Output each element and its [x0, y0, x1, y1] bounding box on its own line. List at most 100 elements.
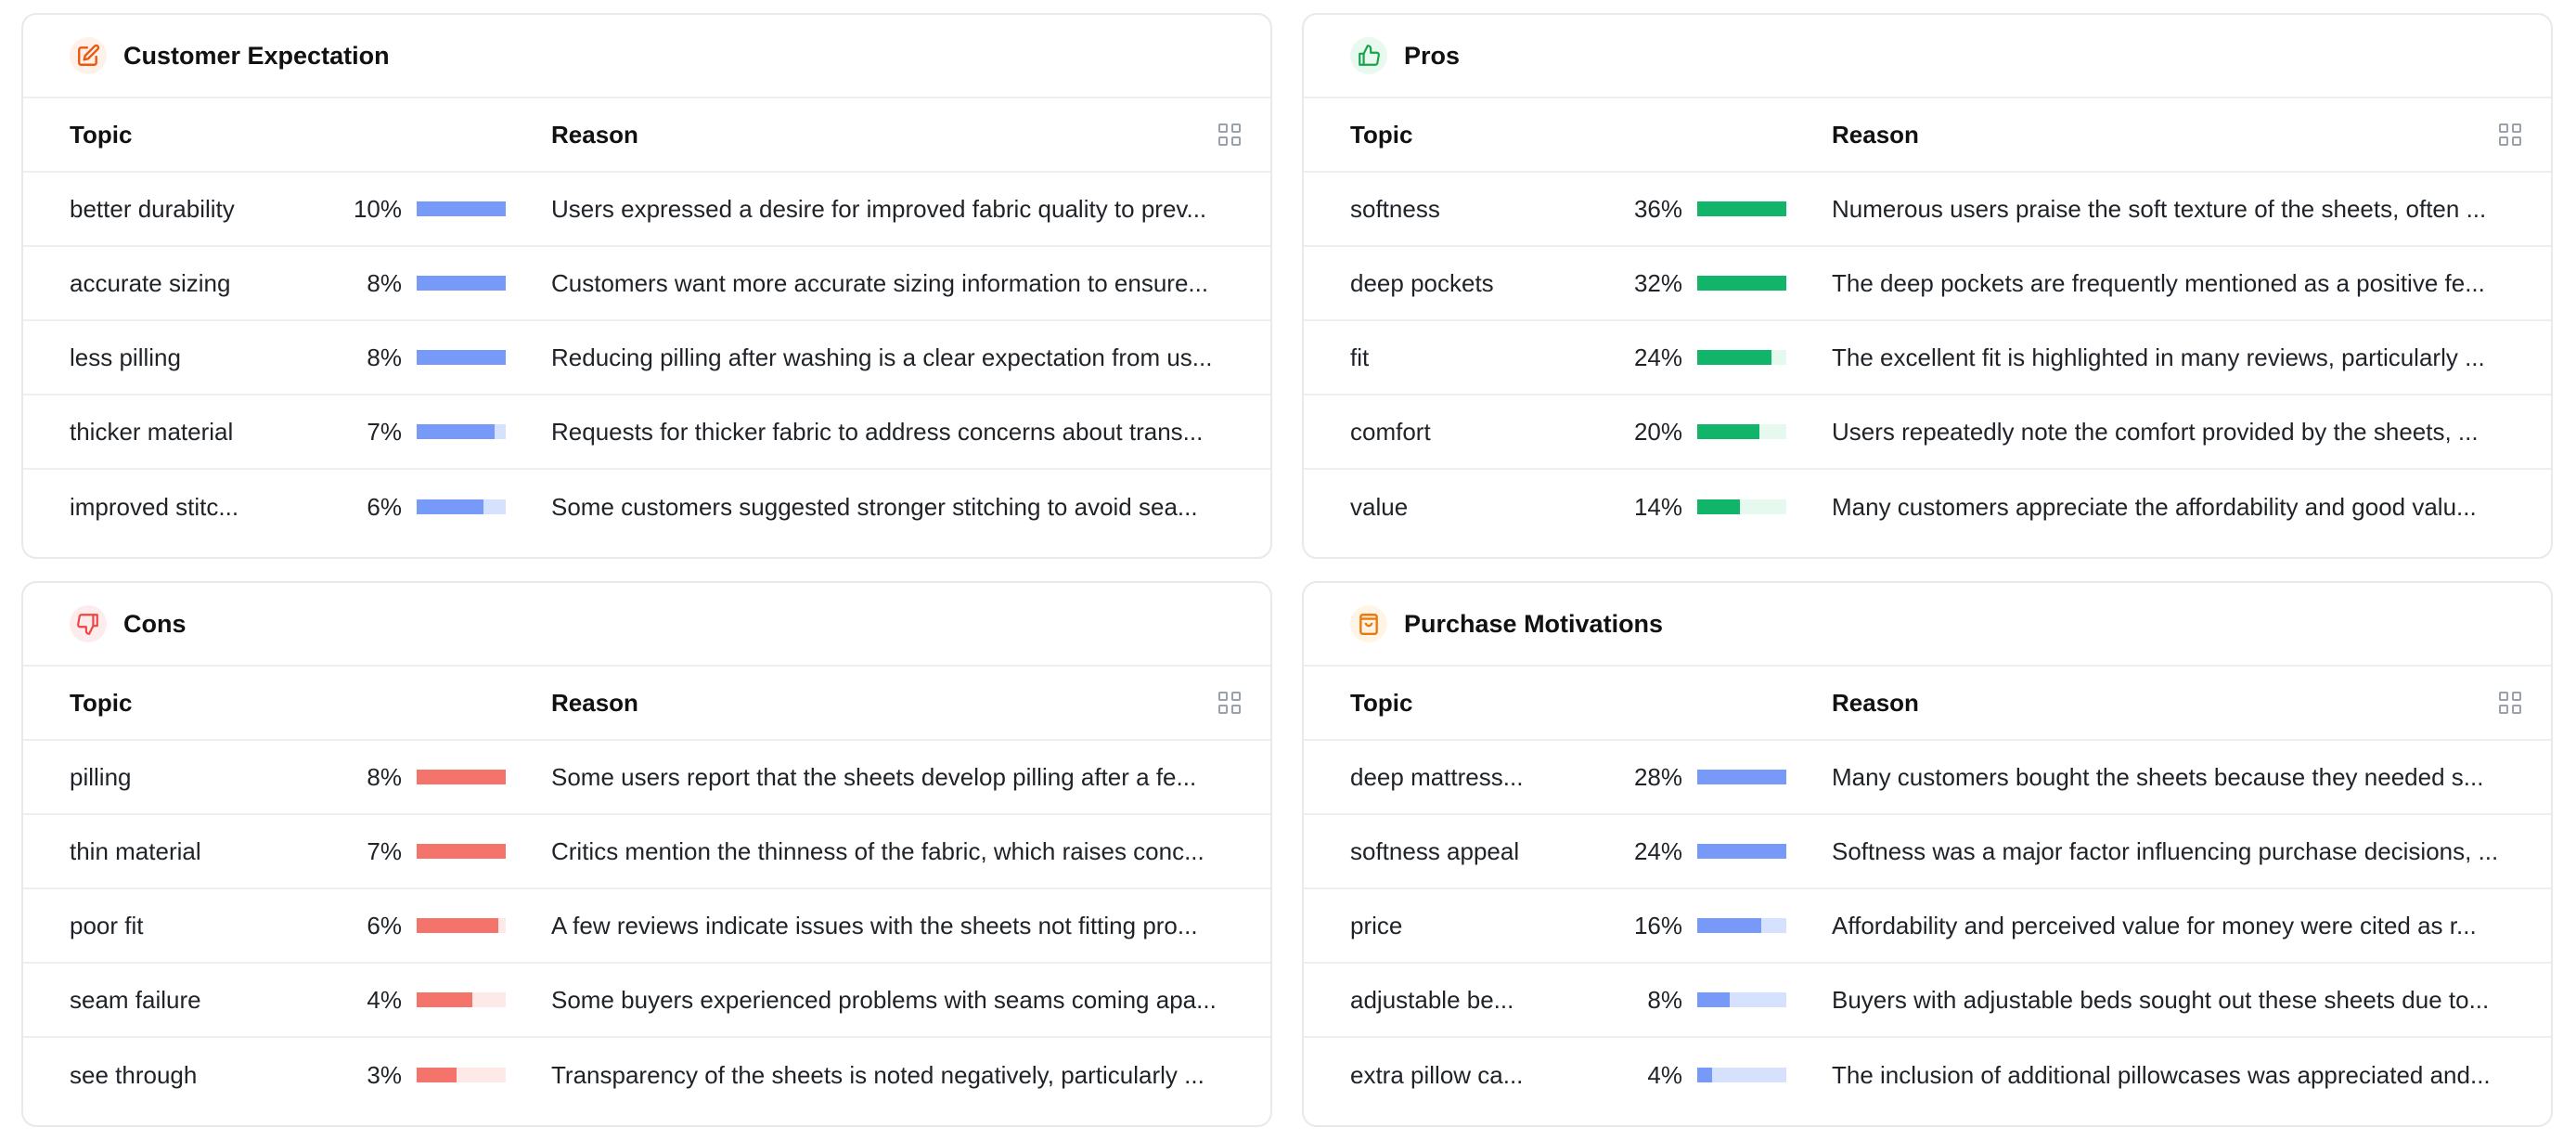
reason-cell: Requests for thicker fabric to address c… — [551, 417, 1204, 446]
table-row[interactable]: fit 24% The excellent fit is highlighted… — [1304, 321, 2551, 395]
column-header-reason[interactable]: Reason — [1832, 688, 1919, 717]
table-row[interactable]: seam failure 4% Some buyers experienced … — [23, 964, 1270, 1038]
panel-cons: Cons Topic Reason pilling 8% Some users … — [21, 581, 1272, 1127]
column-header-reason[interactable]: Reason — [551, 120, 638, 149]
table-row[interactable]: comfort 20% Users repeatedly note the co… — [1304, 395, 2551, 470]
percentage-bar-fill — [1697, 1068, 1713, 1082]
column-header-topic[interactable]: Topic — [1350, 688, 1413, 717]
reason-cell: Affordability and perceived value for mo… — [1832, 911, 2477, 939]
reason-cell: Some customers suggested stronger stitch… — [551, 492, 1198, 521]
percentage-bar — [417, 499, 506, 514]
table-row[interactable]: deep mattress... 28% Many customers boug… — [1304, 741, 2551, 815]
percentage: 4% — [1647, 1060, 1682, 1089]
percentage-bar-fill — [1697, 770, 1786, 784]
percentage-bar — [417, 1068, 506, 1082]
percentage: 8% — [367, 762, 402, 791]
percentage-bar — [1697, 1068, 1786, 1082]
percentage-bar — [1697, 499, 1786, 514]
table-row[interactable]: improved stitc... 6% Some customers sugg… — [23, 470, 1270, 544]
grid-view-icon[interactable] — [2499, 123, 2521, 146]
percentage: 7% — [367, 836, 402, 865]
topic-cell: see through — [70, 1060, 198, 1089]
table-row[interactable]: value 14% Many customers appreciate the … — [1304, 470, 2551, 544]
table-row[interactable]: accurate sizing 8% Customers want more a… — [23, 247, 1270, 321]
percentage-bar-fill — [417, 844, 506, 859]
percentage: 36% — [1633, 194, 1682, 223]
topic-cell: extra pillow ca... — [1350, 1060, 1524, 1089]
table-row[interactable]: see through 3% Transparency of the sheet… — [23, 1038, 1270, 1112]
reason-cell: Users expressed a desire for improved fa… — [551, 194, 1207, 223]
percentage-bar-fill — [1697, 276, 1786, 291]
percentage: 6% — [367, 492, 402, 521]
reason-cell: Many customers bought the sheets because… — [1832, 762, 2484, 791]
table-row[interactable]: thin material 7% Critics mention the thi… — [23, 815, 1270, 889]
percentage-bar — [417, 424, 506, 439]
topic-cell: price — [1350, 911, 1403, 939]
topic-cell: less pilling — [70, 343, 181, 371]
table-row[interactable]: pilling 8% Some users report that the sh… — [23, 741, 1270, 815]
topic-cell: comfort — [1350, 417, 1431, 446]
topic-cell: softness appeal — [1350, 836, 1520, 865]
percentage: 3% — [367, 1060, 402, 1089]
shopping-bag-icon — [1350, 605, 1387, 642]
reason-cell: Transparency of the sheets is noted nega… — [551, 1060, 1204, 1089]
column-header-row: Topic Reason — [23, 667, 1270, 741]
topic-cell: seam failure — [70, 985, 201, 1014]
column-header-topic[interactable]: Topic — [70, 120, 133, 149]
reason-cell: A few reviews indicate issues with the s… — [551, 911, 1198, 939]
percentage-bar — [417, 201, 506, 216]
reason-cell: The excellent fit is highlighted in many… — [1832, 343, 2485, 371]
table-row[interactable]: softness appeal 24% Softness was a major… — [1304, 815, 2551, 889]
percentage-bar — [417, 844, 506, 859]
percentage-bar-fill — [417, 770, 506, 784]
percentage-bar — [1697, 844, 1786, 859]
table-row[interactable]: thicker material 7% Requests for thicker… — [23, 395, 1270, 470]
percentage: 14% — [1633, 492, 1682, 521]
percentage-bar — [417, 276, 506, 291]
column-header-row: Topic Reason — [23, 98, 1270, 173]
table-row[interactable]: price 16% Affordability and perceived va… — [1304, 889, 2551, 964]
percentage-bar-fill — [417, 201, 506, 216]
grid-view-icon[interactable] — [1218, 123, 1241, 146]
table-row[interactable]: poor fit 6% A few reviews indicate issue… — [23, 889, 1270, 964]
column-header-reason[interactable]: Reason — [1832, 120, 1919, 149]
column-header-reason[interactable]: Reason — [551, 688, 638, 717]
reason-cell: Some users report that the sheets develo… — [551, 762, 1197, 791]
column-header-topic[interactable]: Topic — [1350, 120, 1413, 149]
topic-cell: softness — [1350, 194, 1440, 223]
percentage-bar-fill — [417, 992, 472, 1007]
topic-cell: value — [1350, 492, 1409, 521]
table-row[interactable]: deep pockets 32% The deep pockets are fr… — [1304, 247, 2551, 321]
table-row[interactable]: less pilling 8% Reducing pilling after w… — [23, 321, 1270, 395]
percentage: 24% — [1633, 836, 1682, 865]
reason-cell: Many customers appreciate the affordabil… — [1832, 492, 2477, 521]
grid-view-icon[interactable] — [1218, 692, 1241, 714]
topic-cell: thin material — [70, 836, 201, 865]
reason-cell: The inclusion of additional pillowcases … — [1832, 1060, 2491, 1089]
grid-view-icon[interactable] — [2499, 692, 2521, 714]
reason-cell: Reducing pilling after washing is a clea… — [551, 343, 1213, 371]
percentage-bar — [417, 350, 506, 365]
panel-header: Cons — [23, 583, 1270, 667]
topic-cell: pilling — [70, 762, 132, 791]
percentage: 16% — [1633, 911, 1682, 939]
percentage: 32% — [1633, 268, 1682, 297]
panel-purchase-motivations: Purchase Motivations Topic Reason deep m… — [1302, 581, 2553, 1127]
percentage-bar-fill — [1697, 424, 1760, 439]
thumbs-up-icon — [1350, 37, 1387, 74]
topic-cell: accurate sizing — [70, 268, 231, 297]
percentage-bar — [417, 918, 506, 933]
reason-cell: Softness was a major factor influencing … — [1832, 836, 2499, 865]
table-row[interactable]: extra pillow ca... 4% The inclusion of a… — [1304, 1038, 2551, 1112]
column-header-row: Topic Reason — [1304, 667, 2551, 741]
table-row[interactable]: adjustable be... 8% Buyers with adjustab… — [1304, 964, 2551, 1038]
percentage-bar — [1697, 770, 1786, 784]
percentage-bar-fill — [417, 424, 496, 439]
panel-header: Purchase Motivations — [1304, 583, 2551, 667]
column-header-topic[interactable]: Topic — [70, 688, 133, 717]
table-row[interactable]: softness 36% Numerous users praise the s… — [1304, 173, 2551, 247]
panel-customer-expectation: Customer Expectation Topic Reason better… — [21, 13, 1272, 559]
reason-cell: Buyers with adjustable beds sought out t… — [1832, 985, 2490, 1014]
topic-cell: deep mattress... — [1350, 762, 1524, 791]
table-row[interactable]: better durability 10% Users expressed a … — [23, 173, 1270, 247]
